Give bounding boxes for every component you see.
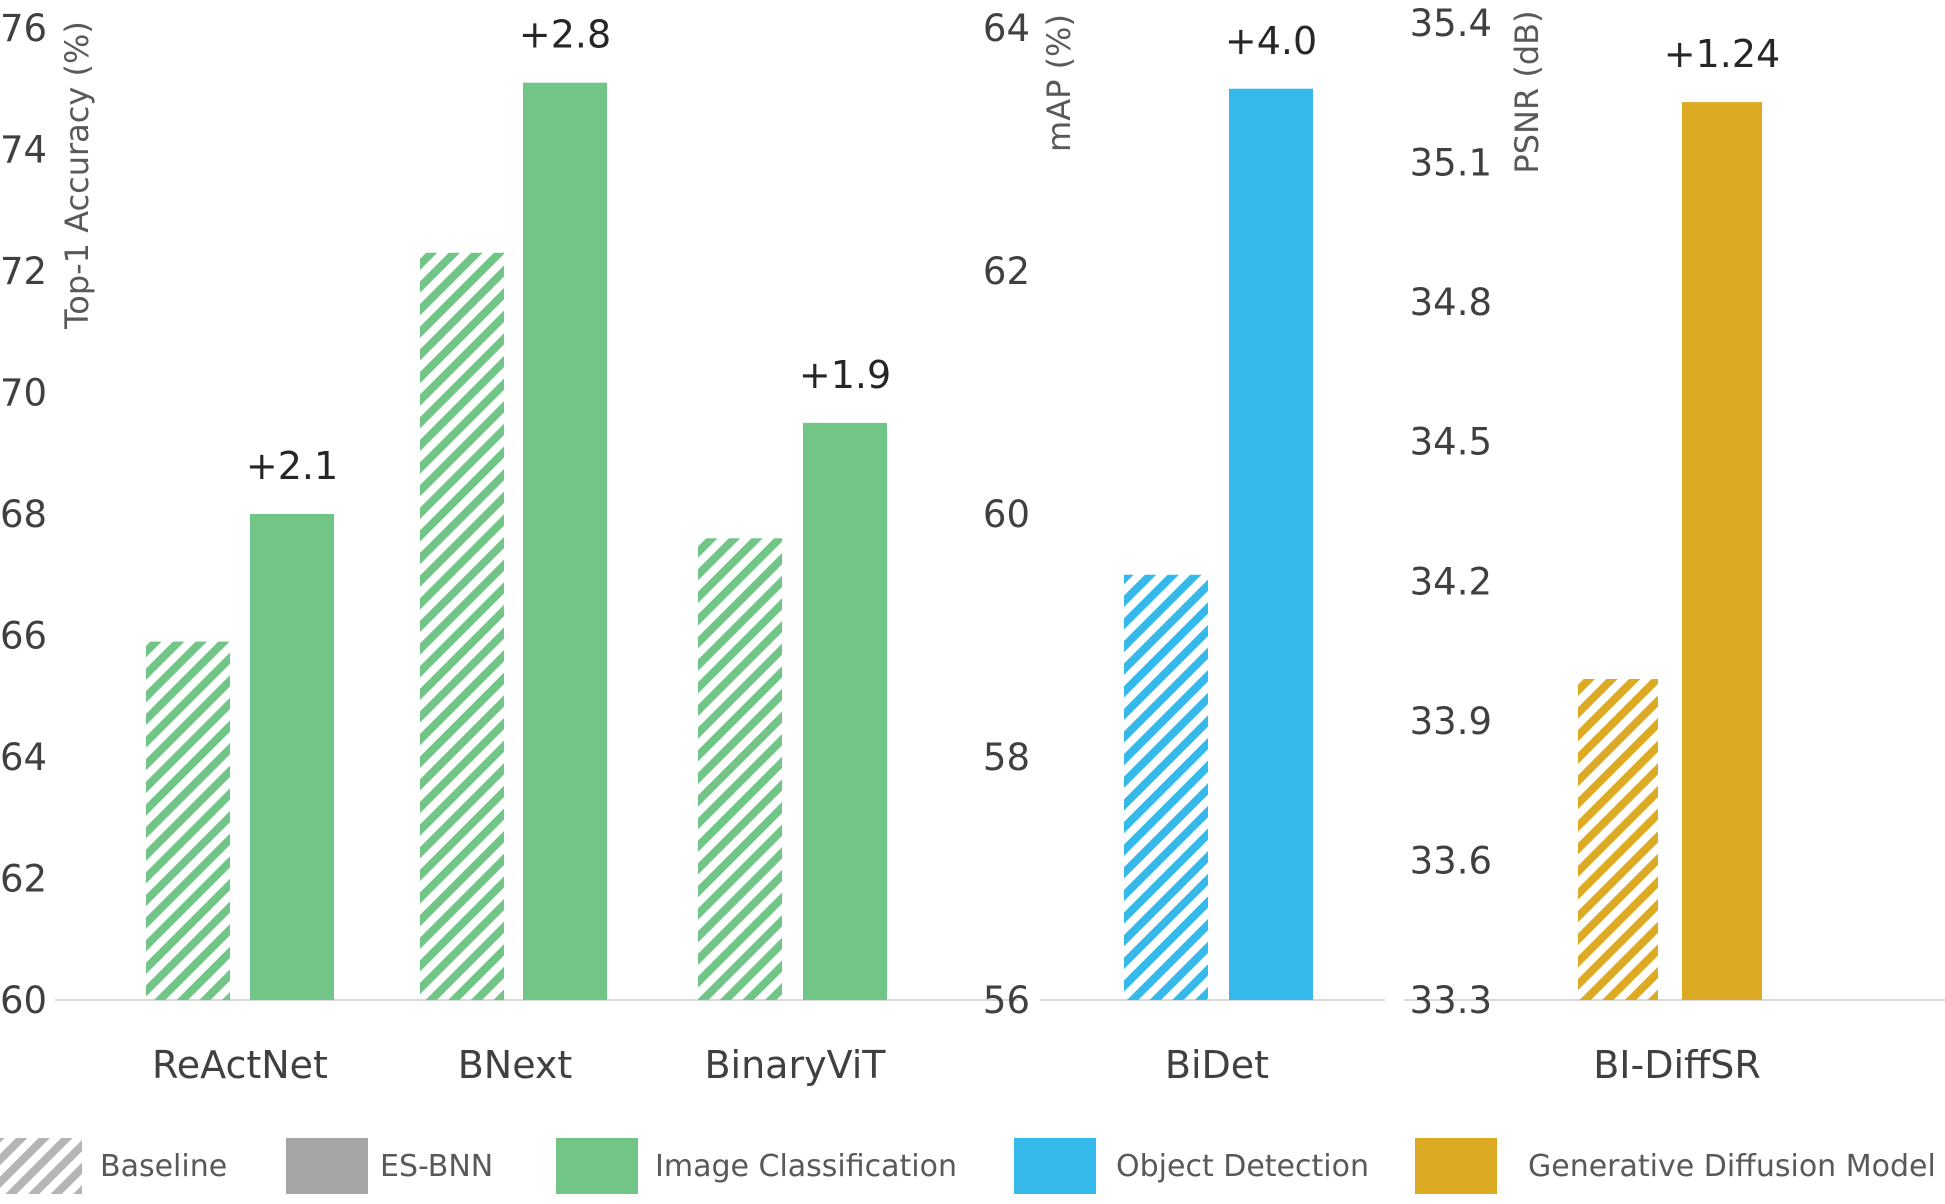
bar-baseline-binaryvit — [698, 538, 782, 1000]
y-tick-label: 60 — [0, 979, 47, 1022]
legend-swatch — [1415, 1138, 1497, 1194]
bar-es-bnn-bidet — [1229, 88, 1313, 1000]
y-axis-title: PSNR (dB) — [1508, 10, 1546, 173]
legend-item-generative-diffusion-model: Generative Diffusion Model — [1415, 1138, 1936, 1194]
y-tick-label: 74 — [0, 129, 47, 172]
legend-item-image-classification: Image Classification — [556, 1138, 957, 1194]
chart-panel-2: 56 58 60 62 64 mAP (%) +4.0 BiDet — [983, 7, 1385, 1087]
y-tick-label: 62 — [0, 858, 47, 901]
y-tick-label: 70 — [0, 372, 47, 415]
legend-swatch — [556, 1138, 638, 1194]
legend-label: Object Detection — [1116, 1149, 1369, 1184]
category-label: BiDet — [1165, 1043, 1269, 1087]
category-label: BI-DiffSR — [1593, 1043, 1761, 1087]
y-tick-label: 33.3 — [1410, 979, 1492, 1022]
delta-label: +1.24 — [1664, 32, 1780, 76]
delta-label: +2.8 — [519, 13, 611, 57]
delta-label: +4.0 — [1225, 19, 1317, 63]
bar-es-bnn-binaryvit — [803, 422, 887, 1000]
category-label: BNext — [458, 1043, 573, 1087]
y-tick-label: 34.8 — [1410, 281, 1492, 324]
legend-swatch — [1014, 1138, 1096, 1194]
legend: Baseline ES-BNN Image Classification Object… — [0, 1138, 1936, 1194]
y-tick-label: 64 — [0, 736, 47, 779]
bar-baseline-bnext — [420, 252, 504, 1000]
legend-swatch — [0, 1138, 82, 1194]
bar-es-bnn-bnext — [523, 82, 607, 1001]
legend-label: Generative Diffusion Model — [1528, 1149, 1936, 1184]
chart-panel-3: 33.3 33.6 33.9 34.2 34.5 34.8 35.1 35.4 PSNR (dB… — [1404, 2, 1945, 1087]
legend-item-object-detection: Object Detection — [1014, 1138, 1369, 1194]
y-axis-title: Top-1 Accuracy (%) — [58, 21, 96, 330]
legend-label: ES-BNN — [380, 1149, 493, 1184]
y-tick-label: 35.1 — [1410, 142, 1492, 185]
chart-panel-1: 60 62 64 66 68 70 72 74 76 Top-1 Accuracy (%) +2.1… — [0, 7, 1018, 1087]
y-tick-label: 62 — [983, 250, 1030, 293]
y-tick-label: 68 — [0, 493, 47, 536]
y-tick-label: 66 — [0, 615, 47, 658]
legend-item-baseline: Baseline — [0, 1138, 227, 1194]
y-tick-label: 56 — [983, 979, 1030, 1022]
y-tick-label: 58 — [983, 736, 1030, 779]
y-tick-label: 60 — [983, 493, 1030, 536]
y-tick-label: 33.9 — [1410, 700, 1492, 743]
bar-baseline-bi-diffsr — [1578, 678, 1658, 1000]
bar-baseline-bidet — [1124, 574, 1208, 1000]
y-tick-label: 34.2 — [1410, 560, 1492, 603]
y-tick-label: 72 — [0, 250, 47, 293]
y-tick-label: 35.4 — [1410, 2, 1492, 45]
category-label: ReActNet — [152, 1043, 328, 1087]
y-tick-label: 34.5 — [1410, 421, 1492, 464]
legend-item-es-bnn: ES-BNN — [286, 1138, 493, 1194]
y-tick-label: 76 — [0, 7, 47, 50]
bar-baseline-reactnet — [146, 641, 230, 1000]
legend-label: Baseline — [100, 1149, 227, 1184]
category-label: BinaryViT — [704, 1043, 886, 1087]
y-tick-label: 64 — [983, 7, 1030, 50]
bar-es-bnn-bi-diffsr — [1682, 102, 1762, 1001]
delta-label: +1.9 — [799, 353, 891, 397]
legend-swatch — [286, 1138, 368, 1194]
y-axis-title: mAP (%) — [1040, 14, 1078, 152]
y-tick-label: 33.6 — [1410, 839, 1492, 882]
delta-label: +2.1 — [246, 444, 338, 488]
legend-label: Image Classification — [655, 1149, 957, 1184]
bar-es-bnn-reactnet — [250, 514, 334, 1000]
